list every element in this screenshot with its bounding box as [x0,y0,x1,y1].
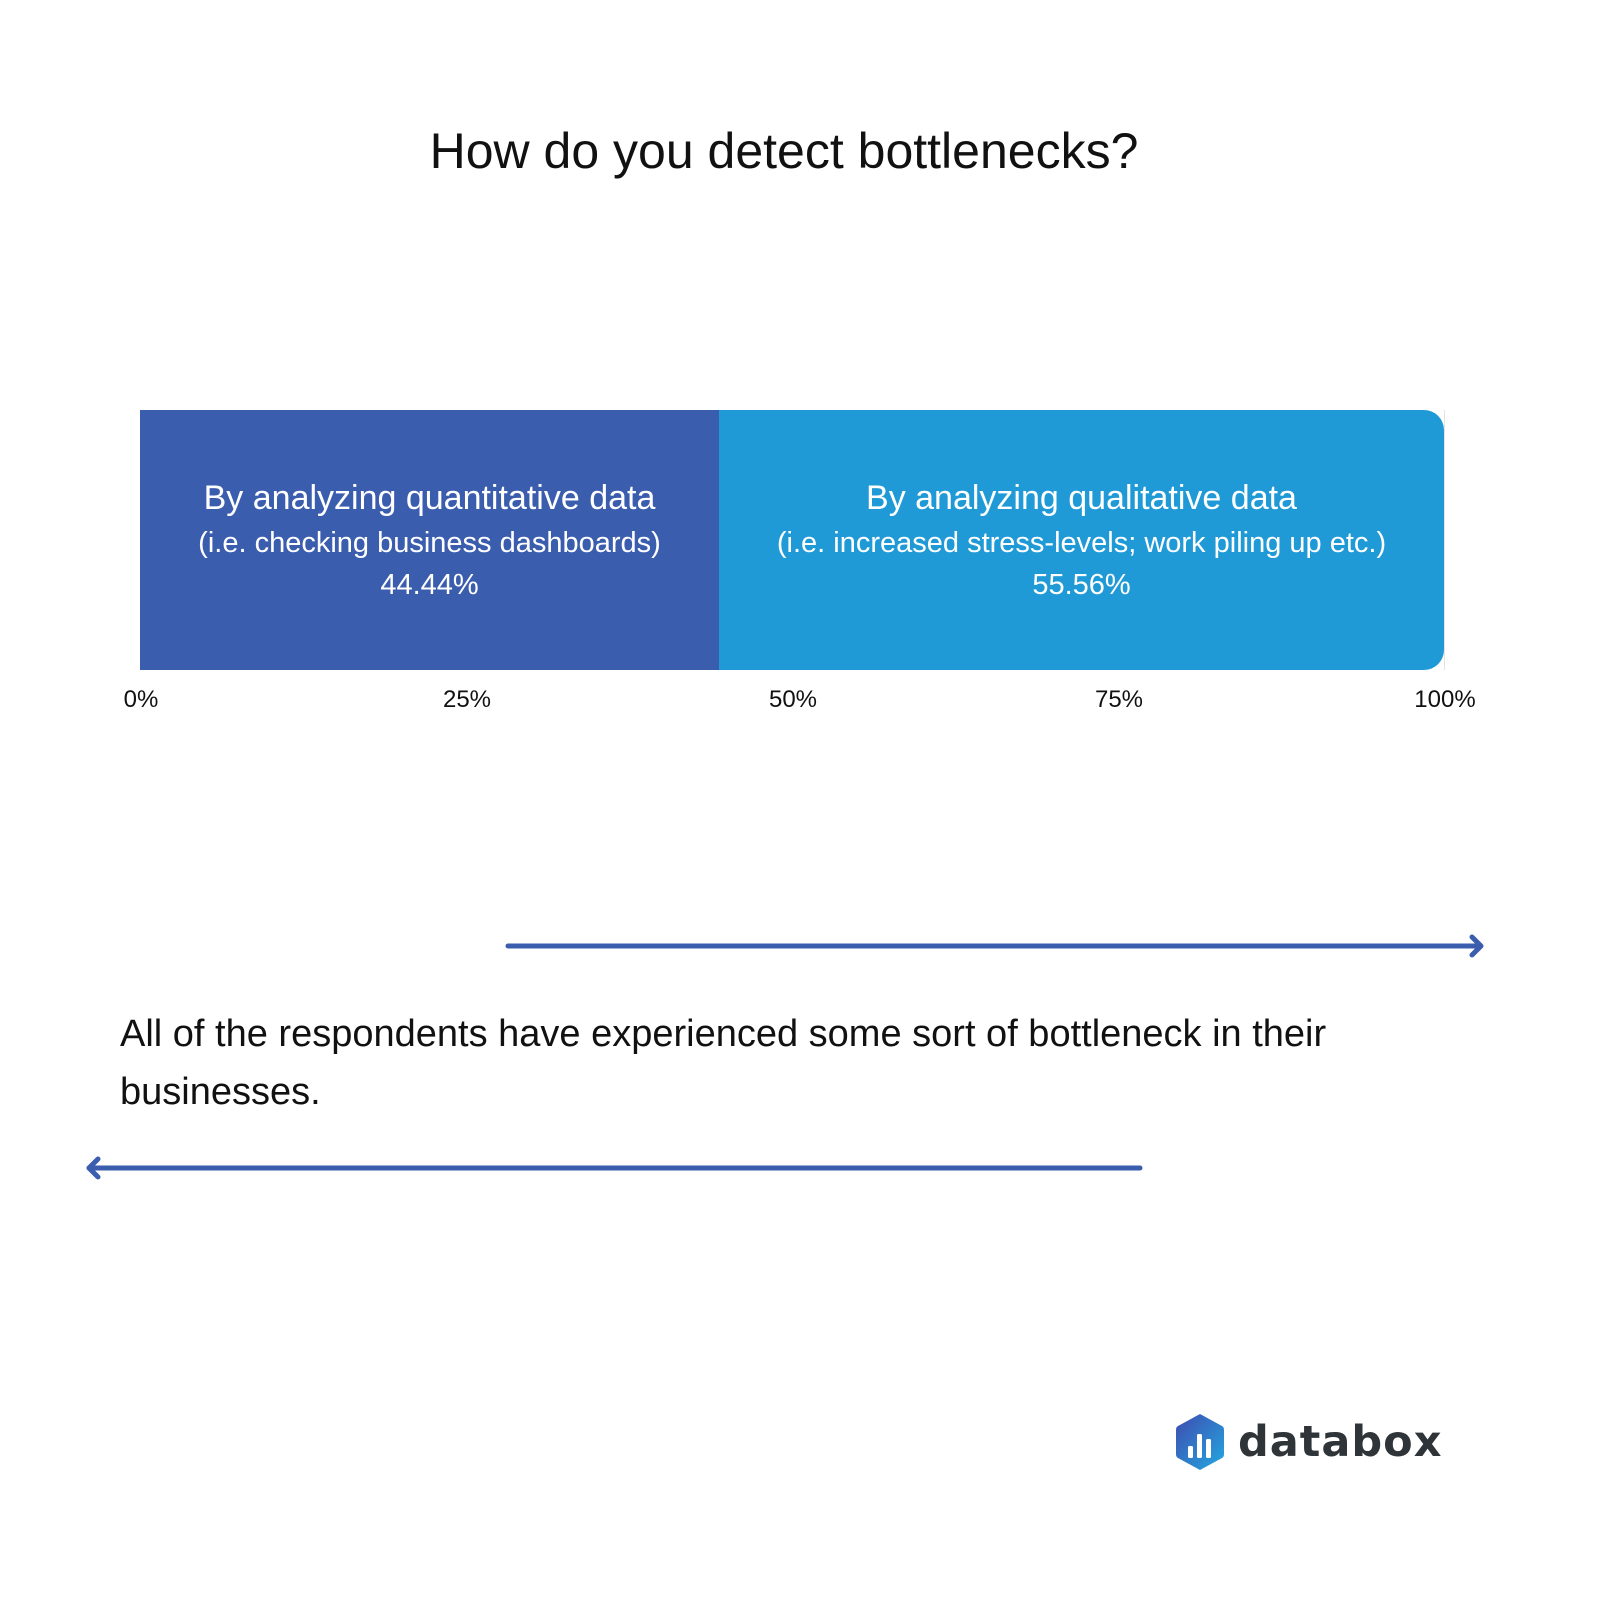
segment-value: 55.56% [1032,569,1131,601]
bar-segment-quantitative: By analyzing quantitative data (i.e. che… [140,410,719,670]
arrow-left-icon [86,1156,1143,1180]
segment-value: 44.44% [380,569,479,601]
segment-sublabel: (i.e. checking business dashboards) [198,527,661,559]
logo-text: databox [1238,1417,1443,1467]
summary-text: All of the respondents have experienced … [120,1013,1327,1113]
chart-title: How do you detect bottlenecks? [429,123,1139,179]
arrow-right-icon [505,934,1484,958]
gridline-100 [1444,410,1445,670]
segment-sublabel: (i.e. increased stress-levels; work pili… [776,527,1387,559]
x-tick-25: 25% [442,686,492,713]
x-tick-75: 75% [1094,686,1144,713]
x-tick-50: 50% [768,686,818,713]
segment-label: By analyzing qualitative data [866,479,1297,517]
databox-hexagon-bar-chart-icon [1176,1414,1224,1470]
bar-segment-qualitative: By analyzing qualitative data (i.e. incr… [719,410,1444,670]
stacked-bar: By analyzing quantitative data (i.e. che… [140,410,1444,670]
databox-logo: databox [1174,1412,1442,1472]
x-tick-0: 0% [123,686,159,713]
segment-label: By analyzing quantitative data [203,479,656,517]
x-tick-100: 100% [1414,686,1476,713]
